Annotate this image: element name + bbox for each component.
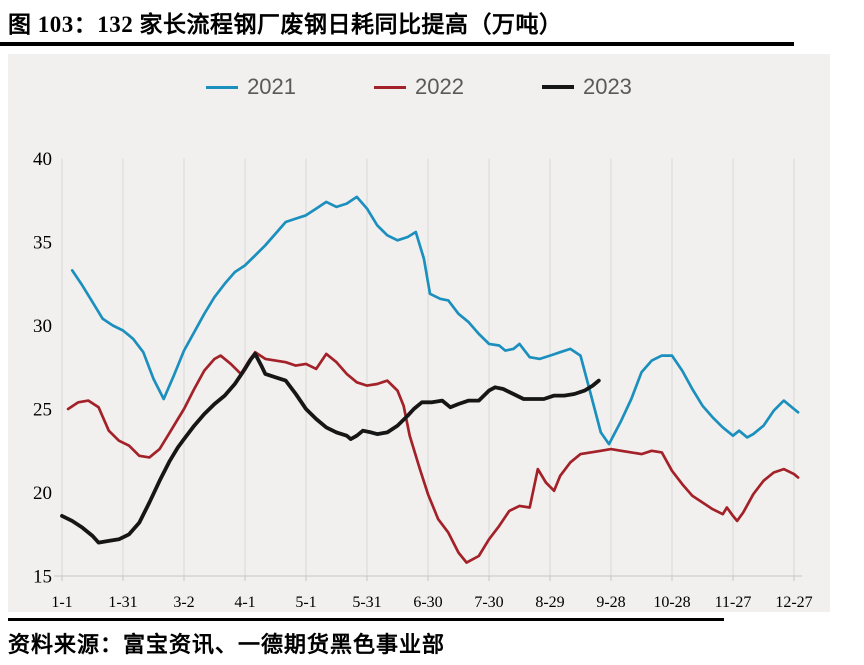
plot-panel	[8, 54, 830, 612]
legend-swatch-2021	[206, 85, 239, 89]
chart-legend: 2021 2022 2023	[8, 76, 830, 98]
legend-swatch-2023	[541, 85, 574, 89]
legend-item-2023: 2023	[541, 74, 632, 99]
legend-label-2022: 2022	[415, 74, 464, 99]
title-divider-rule	[0, 42, 794, 46]
legend-swatch-2022	[374, 85, 407, 89]
legend-item-2021: 2021	[206, 76, 296, 98]
legend-label-2023: 2023	[582, 74, 632, 99]
chart-title: 图 103：132 家长流程钢厂废钢日耗同比提高（万吨）	[8, 12, 563, 37]
legend-label-2021: 2021	[247, 74, 297, 99]
legend-item-2022: 2022	[374, 76, 464, 98]
source-note: 资料来源：富宝资讯、一德期货黑色事业部	[8, 632, 446, 657]
chart-bottom-rule	[8, 618, 724, 621]
